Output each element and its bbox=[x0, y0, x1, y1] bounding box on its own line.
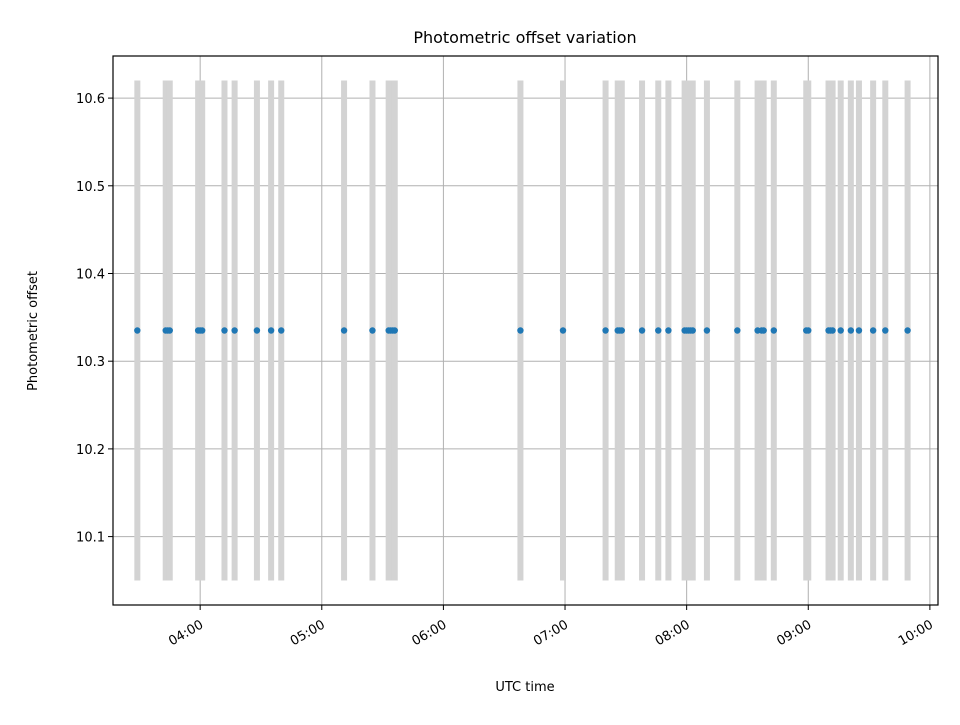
data-point bbox=[221, 327, 228, 334]
y-axis-ticks: 10.1 10.2 10.3 10.4 10.5 10.6 bbox=[76, 92, 113, 546]
data-point bbox=[166, 327, 173, 334]
data-point bbox=[904, 327, 911, 334]
chart-title: Photometric offset variation bbox=[413, 28, 636, 47]
data-point bbox=[267, 327, 275, 334]
data-point bbox=[829, 327, 836, 334]
y-tick-label: 10.1 bbox=[76, 531, 105, 546]
data-point bbox=[369, 327, 376, 334]
y-tick-label: 10.4 bbox=[76, 267, 105, 282]
data-point bbox=[869, 327, 877, 334]
data-point bbox=[655, 327, 662, 334]
data-point bbox=[805, 327, 812, 334]
data-point bbox=[618, 327, 625, 334]
y-axis-label: Photometric offset bbox=[26, 271, 41, 391]
data-point bbox=[770, 327, 778, 334]
data-point bbox=[689, 327, 696, 334]
data-point bbox=[734, 327, 741, 334]
plot-frame bbox=[112, 55, 939, 606]
data-point bbox=[602, 327, 609, 334]
data-point bbox=[703, 327, 711, 334]
y-tick-label: 10.6 bbox=[76, 92, 105, 107]
data-point bbox=[340, 327, 348, 334]
data-point bbox=[855, 327, 863, 334]
data-point bbox=[391, 327, 398, 334]
data-point bbox=[231, 327, 238, 334]
data-point bbox=[638, 327, 646, 334]
data-point bbox=[665, 327, 672, 334]
data-point bbox=[559, 327, 567, 334]
data-point bbox=[847, 327, 855, 334]
y-tick-label: 10.3 bbox=[76, 355, 105, 370]
data-point bbox=[837, 327, 844, 334]
data-point bbox=[278, 327, 285, 334]
data-point bbox=[882, 327, 889, 334]
y-tick-label: 10.5 bbox=[76, 180, 105, 195]
data-points bbox=[134, 327, 911, 334]
data-point bbox=[198, 327, 206, 334]
data-point bbox=[134, 327, 141, 334]
data-point bbox=[760, 327, 767, 334]
data-point bbox=[517, 327, 524, 334]
y-tick-label: 10.2 bbox=[76, 443, 105, 458]
data-point bbox=[253, 327, 261, 334]
x-axis-label: UTC time bbox=[495, 680, 554, 695]
